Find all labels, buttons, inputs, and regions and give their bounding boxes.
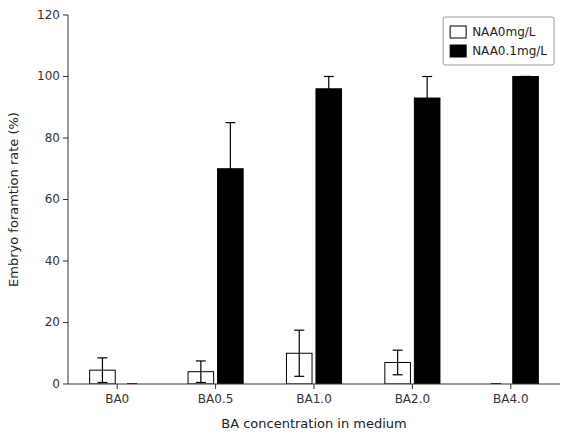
error-line bbox=[200, 361, 201, 383]
y-tick bbox=[63, 138, 68, 139]
error-line bbox=[299, 330, 300, 376]
error-line bbox=[427, 77, 428, 120]
error-line bbox=[328, 77, 329, 102]
x-tick-label: BA1.0 bbox=[296, 392, 332, 406]
x-tick bbox=[117, 384, 118, 389]
y-tick bbox=[63, 15, 68, 16]
error-line bbox=[397, 350, 398, 375]
legend-label: NAA0mg/L bbox=[472, 25, 536, 39]
x-tick bbox=[510, 384, 511, 389]
error-line bbox=[102, 358, 103, 383]
legend-label: NAA0.1mg/L bbox=[472, 44, 547, 58]
error-cap bbox=[393, 374, 403, 375]
error-cap bbox=[422, 76, 432, 77]
chart: 020406080100120BA0BA0.5BA1.0BA2.0BA4.0BA… bbox=[0, 0, 575, 442]
error-bar bbox=[97, 358, 107, 383]
y-tick bbox=[63, 76, 68, 77]
error-cap bbox=[294, 376, 304, 377]
y-tick-label: 40 bbox=[45, 254, 60, 268]
x-tick-label: BA4.0 bbox=[493, 392, 529, 406]
error-bar bbox=[225, 123, 235, 215]
y-tick bbox=[63, 261, 68, 262]
bars bbox=[90, 77, 539, 385]
bar bbox=[316, 89, 342, 384]
error-bar bbox=[196, 361, 206, 383]
legend-frame bbox=[443, 17, 554, 65]
error-cap bbox=[294, 330, 304, 331]
error-cap bbox=[196, 382, 206, 383]
y-axis: 0 20 40 60 80 100 120 bbox=[37, 8, 68, 391]
bar bbox=[513, 77, 539, 385]
error-cap bbox=[393, 350, 403, 351]
error-bar bbox=[521, 76, 531, 77]
y-axis-line bbox=[68, 15, 69, 384]
y-tick-label: 0 bbox=[52, 377, 60, 391]
x-tick-label: BA0 bbox=[105, 392, 129, 406]
x-axis-title: BA concentration in medium bbox=[221, 416, 407, 431]
error-line bbox=[230, 123, 231, 215]
legend: NAA0mg/L NAA0.1mg/L bbox=[443, 17, 554, 65]
x-axis: BA0 BA0.5 BA1.0 BA2.0 BA4.0 bbox=[105, 384, 528, 406]
error-cap bbox=[422, 119, 432, 120]
x-tick bbox=[215, 384, 216, 389]
error-bar bbox=[393, 350, 403, 375]
y-tick-label: 80 bbox=[45, 131, 60, 145]
y-tick-label: 20 bbox=[45, 315, 60, 329]
y-tick-label: 100 bbox=[37, 69, 60, 83]
y-tick bbox=[63, 199, 68, 200]
y-tick bbox=[63, 384, 68, 385]
error-cap bbox=[324, 100, 334, 101]
error-cap bbox=[97, 357, 107, 358]
error-cap bbox=[225, 214, 235, 215]
legend-swatch bbox=[450, 45, 466, 57]
x-tick-label: BA2.0 bbox=[395, 392, 431, 406]
error-bar bbox=[294, 330, 304, 376]
x-tick bbox=[412, 384, 413, 389]
y-tick-label: 60 bbox=[45, 192, 60, 206]
error-bar bbox=[422, 77, 432, 120]
error-bar bbox=[324, 77, 334, 102]
error-cap bbox=[521, 76, 531, 77]
legend-swatch bbox=[450, 26, 466, 38]
y-tick-label: 120 bbox=[37, 8, 60, 22]
error-cap bbox=[324, 76, 334, 77]
y-tick bbox=[63, 322, 68, 323]
error-cap bbox=[225, 122, 235, 123]
bar bbox=[414, 98, 440, 384]
error-cap bbox=[196, 360, 206, 361]
x-tick-label: BA0.5 bbox=[198, 392, 234, 406]
error-cap bbox=[521, 76, 531, 77]
y-axis-title: Embryo foramtion rate (%) bbox=[6, 112, 21, 287]
x-tick bbox=[314, 384, 315, 389]
error-cap bbox=[97, 382, 107, 383]
